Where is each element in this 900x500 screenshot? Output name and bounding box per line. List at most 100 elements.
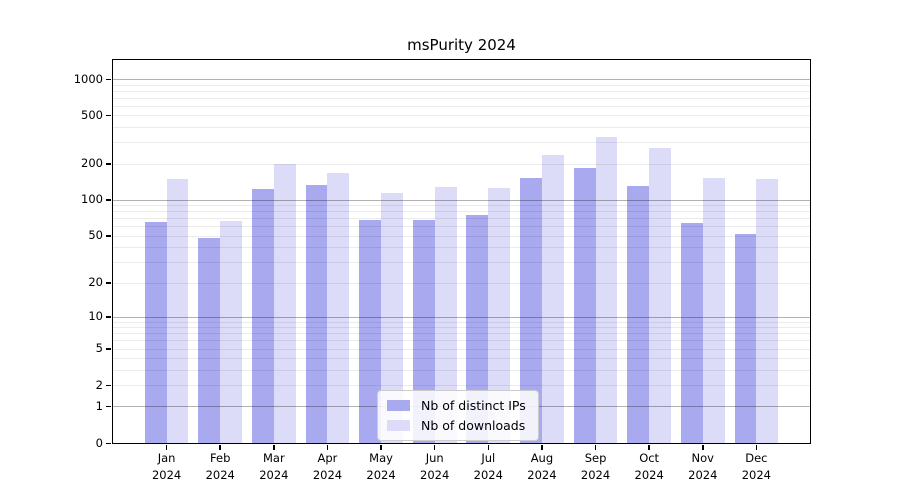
bar-distinct-ips-nov-2024 [680,223,703,443]
x-tick-label-aug-2024: Aug 2024 [527,451,557,482]
y-tick-label-2: 2 [95,377,103,392]
bar-distinct-ips-oct-2024 [627,186,650,443]
bar-distinct-ips-mar-2024 [252,189,274,443]
bar-distinct-ips-jul-2024 [466,214,489,443]
gridline-major-10 [113,316,810,318]
bar-distinct-ips-jan-2024 [144,222,167,443]
x-tick-label-oct-2024: Oct 2024 [634,451,664,482]
x-tick-label-mar-2024: Mar 2024 [259,451,289,482]
gridline-major-1000 [113,79,810,80]
gridline-minor-20 [113,282,810,284]
x-tick-label-apr-2024: Apr 2024 [312,451,343,482]
x-tick-oct-2024 [648,445,650,450]
bar-distinct-ips-may-2024 [359,219,382,443]
bar-downloads-feb-2024 [220,221,243,443]
y-tick-label-500: 500 [81,107,103,122]
legend-item-distinct-ips: Nb of distinct IPs [387,398,526,413]
x-tick-nov-2024 [702,445,704,450]
x-tick-sep-2024 [594,445,597,450]
y-tick-5 [106,348,111,350]
y-tick-label-1: 1 [95,398,103,413]
bar-downloads-oct-2024 [649,148,671,443]
gridline-minor-7 [113,333,810,335]
bar-distinct-ips-feb-2024 [198,237,221,443]
y-tick-500 [106,114,111,117]
legend-label-downloads: Nb of downloads [421,418,526,433]
gridline-major-100 [113,199,810,201]
gridline-minor-50 [113,235,810,237]
x-tick-feb-2024 [219,445,221,450]
gridline-minor-60 [113,226,810,228]
x-tick-label-sep-2024: Sep 2024 [580,451,611,482]
gridline-minor-40 [113,247,810,249]
gridline-minor-400 [113,127,810,129]
x-tick-dec-2024 [755,445,758,450]
gridline-minor-4 [113,358,810,360]
bar-downloads-jun-2024 [434,186,457,443]
bar-distinct-ips-sep-2024 [573,168,596,443]
x-tick-label-dec-2024: Dec 2024 [741,451,772,482]
gridline-minor-3 [113,369,810,371]
y-tick-label-50: 50 [88,228,103,243]
y-tick-label-0: 0 [95,435,103,450]
y-tick-200 [106,163,111,165]
bar-distinct-ips-apr-2024 [305,184,328,443]
bar-downloads-apr-2024 [327,173,350,443]
bar-downloads-jul-2024 [488,187,511,443]
y-tick-50 [106,235,111,237]
y-tick-10 [106,316,111,318]
legend: Nb of distinct IPs Nb of downloads [377,390,539,441]
gridline-minor-800 [113,90,810,92]
gridline-minor-600 [113,105,810,107]
y-tick-label-100: 100 [81,192,103,207]
x-tick-jan-2024 [165,445,168,450]
legend-label-distinct-ips: Nb of distinct IPs [421,398,526,413]
x-tick-label-jan-2024: Jan 2024 [151,451,182,482]
bar-downloads-dec-2024 [756,179,779,443]
bar-downloads-nov-2024 [702,177,725,443]
bar-distinct-ips-dec-2024 [734,233,757,443]
plot-area: Nb of distinct IPs Nb of downloads [112,59,811,444]
x-tick-apr-2024 [326,445,329,450]
legend-swatch-distinct-ips [387,400,410,411]
gridline-minor-9 [113,321,810,323]
x-tick-aug-2024 [541,445,543,450]
legend-swatch-downloads [387,420,410,431]
x-tick-label-jul-2024: Jul 2024 [473,451,503,482]
gridline-minor-80 [113,211,810,213]
gridline-minor-5 [113,348,810,350]
chart-title: msPurity 2024 [407,36,516,54]
y-tick-0 [106,442,111,444]
gridline-minor-90 [113,205,810,207]
gridline-minor-500 [113,115,810,117]
gridline-minor-8 [113,327,810,329]
gridline-minor-6 [113,340,810,342]
bar-downloads-may-2024 [381,192,403,443]
y-tick-1000 [106,78,111,80]
x-tick-label-nov-2024: Nov 2024 [688,451,718,482]
y-tick-label-10: 10 [88,309,103,324]
y-tick-label-5: 5 [95,341,103,356]
gridline-minor-2 [113,385,810,387]
legend-item-downloads: Nb of downloads [387,418,526,433]
y-tick-label-200: 200 [81,156,103,171]
gridline-minor-30 [113,262,810,264]
bar-downloads-aug-2024 [541,154,564,443]
bar-downloads-sep-2024 [595,136,618,443]
x-tick-jun-2024 [433,445,436,450]
y-tick-20 [106,282,111,284]
bar-downloads-jan-2024 [166,178,189,443]
x-tick-jul-2024 [487,445,490,450]
y-tick-100 [106,199,111,201]
gridline-minor-200 [113,163,810,165]
bar-distinct-ips-aug-2024 [520,177,542,443]
gridline-minor-70 [113,218,810,220]
gridline-minor-900 [113,84,810,86]
gridline-minor-300 [113,142,810,144]
x-tick-label-may-2024: May 2024 [366,451,396,482]
y-tick-label-20: 20 [88,275,103,290]
gridline-minor-700 [113,97,810,99]
x-tick-label-jun-2024: Jun 2024 [420,451,450,482]
gridlines-layer [113,60,810,443]
